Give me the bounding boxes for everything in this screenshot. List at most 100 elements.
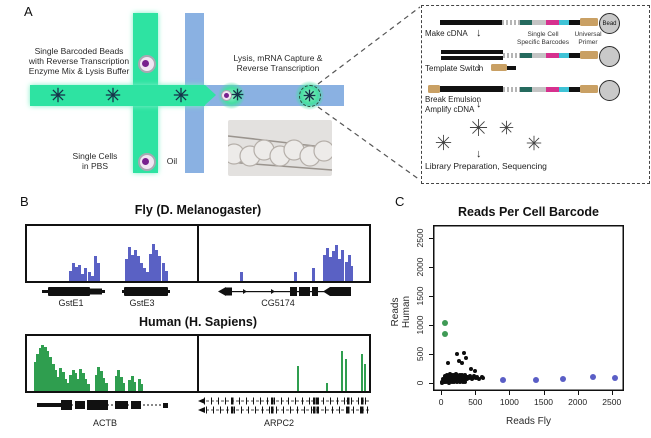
polyT-dashes [502,20,520,25]
barcode-black-segment [569,86,580,92]
scatter-point-low-read-barcodes [464,356,469,361]
scatter-point-low-read-barcodes [475,374,480,379]
scatter-point-human-only-barcodes [441,330,448,337]
scatter-ylabel: Reads Human [390,295,412,329]
human-right-coverage-track [199,336,369,391]
scatter-point-fly-only-barcodes [499,376,506,383]
scatter-point-fly-only-barcodes [590,373,597,380]
cdna-strand-top [441,50,503,54]
barcode-cyan-segment [559,20,569,25]
scatter-point-low-read-barcodes [463,380,468,385]
universal-primer-block [580,85,598,93]
template-switch-oligo [491,64,507,71]
barcode-teal-segment [520,20,532,25]
scatter-plot-area [433,225,624,391]
barcode-black-segment [569,20,580,25]
barcode-magenta-segment [546,20,559,25]
human-gene-models [37,397,371,414]
scatter-point-low-read-barcodes [446,361,450,366]
polyT-dashes [503,53,520,58]
fly-gene-models [42,287,351,296]
scatter-point-fly-only-barcodes [560,375,567,382]
cells-inlet-label: Single Cells in PBS [72,151,118,171]
workflow-inset-box [421,5,650,184]
scatter-point-low-read-barcodes [477,377,482,382]
oil-label: Oil [166,156,178,166]
bead-circle [599,46,620,67]
cdna-strand-bottom [441,56,503,60]
cell-nucleus [142,60,149,67]
scatter-point-low-read-barcodes [472,374,477,379]
barcode-black-segment [569,53,580,58]
barcode-magenta-segment [546,53,559,58]
scatter-point-low-read-barcodes [455,380,460,385]
universal-primer-block [580,18,598,26]
bead-asterisk-icon [105,87,121,108]
barcode-cyan-segment [559,53,569,58]
barcode-gray-segment [532,86,546,92]
cdna-star-icon [499,120,514,140]
barcode-teal-segment [520,53,532,58]
panel-c-letter: C [395,194,405,209]
step-make-cdna: Make cDNA [425,29,468,38]
scatter-title: Reads Per Cell Barcode [457,205,600,219]
fly-right-coverage-track [199,226,369,281]
human-left-coverage-track [27,336,196,391]
scatter-point-low-read-barcodes [441,380,446,385]
bead-circle: Bead [599,13,620,34]
fly-track-divider [197,224,199,283]
human-section-title: Human (H. Sapiens) [138,315,258,329]
gene-label-cg5174: CG5174 [261,298,295,308]
droplet-microscopy-image [228,120,332,176]
panel-a-letter: A [24,4,33,19]
fly-section-title: Fly (D. Melanogaster) [134,203,262,217]
cdna-star-icon [435,134,452,156]
cdna-strand [440,86,503,92]
scatter-point-low-read-barcodes [460,379,465,384]
scatter-point-low-read-barcodes [466,376,471,381]
scatter-point-low-read-barcodes [481,375,486,380]
barcode-cyan-segment [559,86,569,92]
arrow-down-icon: ↓ [476,61,482,73]
scatter-point-low-read-barcodes [452,380,457,385]
arrow-down-icon: ↓ [476,27,482,39]
gene-label-actb: ACTB [92,418,117,428]
scatter-point-low-read-barcodes [472,369,477,373]
scatter-point-low-read-barcodes [459,360,464,365]
scatter-point-fly-only-barcodes [612,374,619,381]
lysed-cell-dashed-circle [299,85,321,107]
panel-b-letter: B [20,194,29,209]
bead-circle-label: Bead [602,20,617,27]
step-template-switch: Template Switch [425,64,484,73]
cdna-strand [440,20,502,25]
barcode-gray-segment [532,20,546,25]
scatter-point-low-read-barcodes [439,380,444,385]
human-track-divider [197,334,199,393]
cell-icon [138,55,156,73]
bead-asterisk-icon [303,89,316,107]
scatter-xlabel: Reads Fly [505,416,551,427]
scatter-point-low-read-barcodes [468,367,473,372]
cell-icon [138,153,156,171]
barcode-gray-segment [532,53,546,58]
scatter-point-low-read-barcodes [456,359,461,364]
gene-label-arpc2: ARPC2 [263,418,294,428]
cell-nucleus [142,158,149,165]
template-switch-oligo-tail [507,65,516,70]
scatter-point-low-read-barcodes [444,380,449,385]
arrow-down-icon: ↓ [476,98,482,110]
scatter-point-low-read-barcodes [449,380,454,385]
ts-primer-block [428,85,440,93]
bead-asterisk-icon [231,88,244,106]
cdna-star-icon [526,135,542,156]
scatter-point-fly-only-barcodes [532,377,539,384]
step-break-emulsion: Break Emulsion Amplify cDNA [425,95,482,114]
polyT-dashes [503,86,520,92]
gene-label-gste1: GstE1 [58,298,84,308]
barcode-teal-segment [520,86,532,92]
fly-left-coverage-track [27,226,196,281]
cdna-star-icon [469,118,488,142]
bead-asterisk-icon [173,87,189,108]
